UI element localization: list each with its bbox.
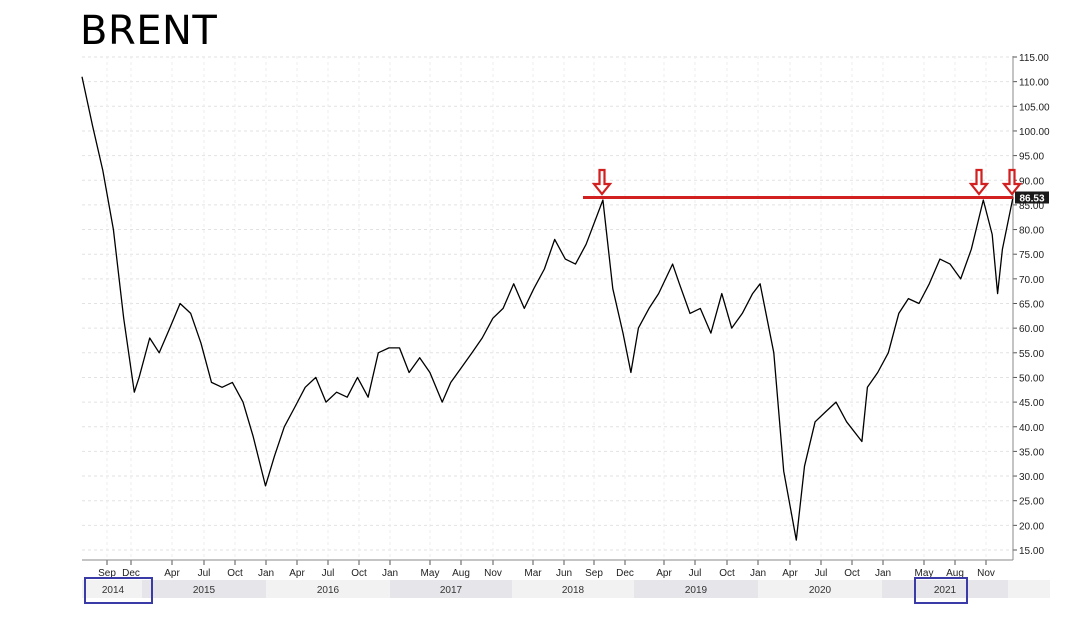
y-tick-label: 70.00 <box>1019 275 1044 286</box>
year-label: 2021 <box>934 585 957 596</box>
last-value-background <box>1015 191 1049 204</box>
year-band <box>142 580 266 598</box>
x-tick-label: Sep <box>585 568 603 579</box>
y-tick-label: 80.00 <box>1019 226 1044 237</box>
x-tick-label: Jul <box>322 568 335 579</box>
x-tick-label: Sep <box>98 568 116 579</box>
y-tick-label: 65.00 <box>1019 300 1044 311</box>
y-tick-label: 45.00 <box>1019 398 1044 409</box>
x-tick-label: Jul <box>815 568 828 579</box>
year-label: 2015 <box>193 585 216 596</box>
y-tick-label: 75.00 <box>1019 250 1044 261</box>
y-tick-label: 95.00 <box>1019 152 1044 163</box>
y-axis: 115.00110.00105.00100.0095.0090.0085.008… <box>82 53 1050 560</box>
x-tick-label: Jul <box>689 568 702 579</box>
x-axis: Sep Dec Apr Jul Oct Jan Apr Jul Oct Jan May Aug Nov M… <box>82 56 1013 579</box>
highlight-box-2021 <box>914 577 968 604</box>
x-tick-label: Jan <box>382 568 398 579</box>
y-tick-label: 20.00 <box>1019 521 1044 532</box>
year-band <box>634 580 758 598</box>
y-tick-label: 40.00 <box>1019 423 1044 434</box>
y-tick-label: 55.00 <box>1019 349 1044 360</box>
x-tick-label: Oct <box>719 568 735 579</box>
x-tick-label: Aug <box>452 568 470 579</box>
y-tick-label: 90.00 <box>1019 176 1044 187</box>
down-arrow-2021 <box>968 168 990 196</box>
plot-area <box>82 56 1013 560</box>
x-tick-label: Dec <box>616 568 634 579</box>
year-label: 2016 <box>317 585 340 596</box>
x-tick-label: Oct <box>351 568 367 579</box>
highlight-box-2014 <box>84 577 153 604</box>
x-tick-label: Aug <box>946 568 964 579</box>
y-tick-label: 85.00 <box>1019 201 1044 212</box>
year-label: 2018 <box>562 585 585 596</box>
y-tick-label: 100.00 <box>1019 127 1050 138</box>
chart-title: BRENT <box>80 8 218 54</box>
x-tick-label: Jun <box>556 568 572 579</box>
x-tick-label: Jan <box>750 568 766 579</box>
x-tick-label: May <box>421 568 440 579</box>
y-tick-label: 50.00 <box>1019 373 1044 384</box>
year-band <box>390 580 512 598</box>
year-label: 2019 <box>685 585 708 596</box>
year-label: 2020 <box>809 585 832 596</box>
y-tick-label: 35.00 <box>1019 447 1044 458</box>
down-arrow-latest <box>1001 168 1023 196</box>
x-tick-label: Dec <box>122 568 140 579</box>
y-tick-label: 60.00 <box>1019 324 1044 335</box>
year-bands: 2014 2015 2016 2017 2018 2019 2020 2021 <box>82 577 1050 604</box>
price-line <box>81 76 1014 541</box>
last-value-label: 86.53 <box>1019 194 1044 205</box>
x-tick-label: Apr <box>782 568 798 579</box>
x-tick-label: Oct <box>227 568 243 579</box>
x-tick-label: Jul <box>198 568 211 579</box>
x-tick-label: Apr <box>164 568 180 579</box>
x-tick-label: Mar <box>524 568 542 579</box>
x-tick-label: Jan <box>875 568 891 579</box>
x-tick-label: Nov <box>484 568 502 579</box>
y-tick-label: 105.00 <box>1019 102 1050 113</box>
year-label: 2017 <box>440 585 463 596</box>
down-arrow-2018 <box>591 168 613 196</box>
y-tick-label: 25.00 <box>1019 497 1044 508</box>
y-tick-label: 30.00 <box>1019 472 1044 483</box>
x-tick-label: Apr <box>656 568 672 579</box>
year-band <box>882 580 1008 598</box>
x-tick-label: Nov <box>977 568 995 579</box>
y-tick-label: 115.00 <box>1019 53 1049 64</box>
x-tick-label: Apr <box>289 568 305 579</box>
year-band-background <box>82 580 1050 598</box>
x-tick-label: May <box>915 568 934 579</box>
year-label: 2014 <box>102 585 125 596</box>
y-tick-label: 15.00 <box>1019 546 1044 557</box>
y-tick-label: 110.00 <box>1019 78 1049 89</box>
x-tick-label: Oct <box>844 568 860 579</box>
x-tick-label: Jan <box>258 568 274 579</box>
last-value-badge: 86.53 <box>1015 191 1049 205</box>
